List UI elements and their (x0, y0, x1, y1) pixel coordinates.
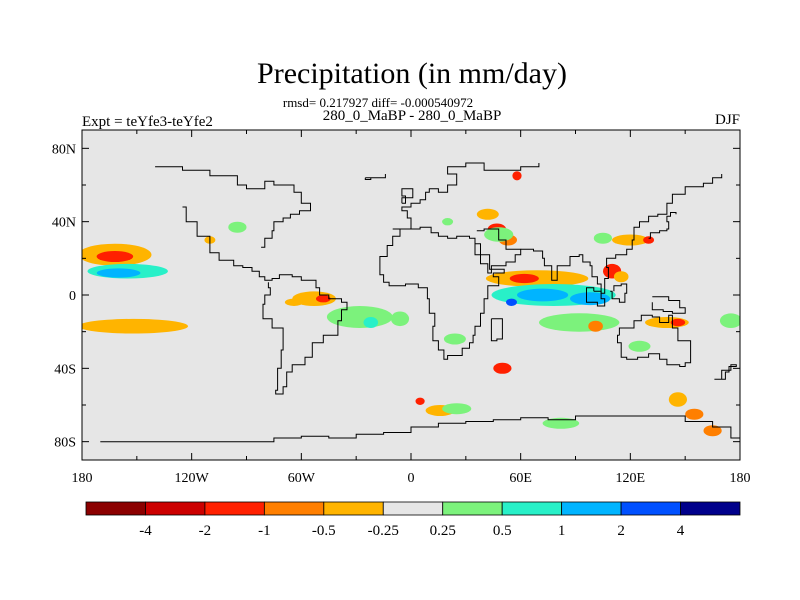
colorbar-label: -0.5 (312, 523, 336, 539)
anomaly-patch (668, 392, 688, 407)
stats-line: rmsd= 0.217927 diff= -0.000540972 (283, 95, 473, 110)
y-tick-label: 80S (54, 436, 76, 451)
anomaly-patch (476, 208, 499, 220)
anomaly-patch (593, 232, 613, 244)
anomaly-patch (542, 417, 580, 429)
y-tick-label: 80N (52, 142, 76, 157)
x-tick-label: 60W (288, 471, 316, 486)
anomaly-patch (613, 271, 629, 283)
coastlines (100, 162, 740, 443)
anomaly-patch (96, 251, 134, 262)
colorbar-label: 2 (617, 523, 625, 539)
coastline-segment (520, 174, 723, 294)
anomaly-patch (685, 408, 704, 420)
anomaly-patch (612, 234, 649, 246)
anomaly-patch (643, 236, 655, 244)
coastline-segment (610, 283, 628, 303)
anomaly-patch (493, 362, 512, 374)
coastline-segment (364, 174, 386, 180)
colorbar-swatch (680, 501, 741, 516)
anomaly-patch (326, 306, 393, 328)
coastline-segment (379, 226, 505, 360)
anomaly-patch (442, 218, 454, 226)
anomaly-patch (517, 288, 569, 302)
colorbar-swatch (561, 501, 622, 516)
anomaly-patch (539, 313, 620, 332)
colorbar-label: -1 (258, 523, 271, 539)
anomaly-patch (703, 425, 722, 437)
map-background (82, 130, 740, 460)
x-tick-label: 120W (175, 471, 210, 486)
anomaly-patch (570, 292, 611, 306)
y-tick-label: 40S (54, 362, 76, 377)
coastline-segment (490, 318, 503, 342)
coastline-segment (100, 415, 740, 443)
chart-subtitle: 280_0_MaBP - 280_0_MaBP (323, 108, 502, 124)
x-tick-label: 180 (72, 471, 93, 486)
colorbar-swatch (263, 501, 325, 516)
colorbar-swatch (204, 501, 265, 516)
colorbar-label: 1 (558, 523, 566, 539)
y-tick-label: 40N (52, 216, 76, 231)
anomaly-patch (228, 221, 247, 233)
x-tick-label: 120E (616, 471, 646, 486)
colorbar-label: -4 (139, 523, 152, 539)
coastline-segment (648, 212, 677, 239)
anomaly-patch (316, 295, 331, 303)
precipitation-field (82, 171, 740, 437)
anomaly-patch (443, 333, 466, 345)
x-tick-label: 0 (408, 471, 415, 486)
colorbar-swatch (442, 501, 503, 516)
anomaly-patch (442, 403, 472, 415)
season-label: DJF (715, 112, 740, 128)
colorbar-swatch (323, 501, 384, 516)
coastline-segment (714, 364, 737, 380)
anomaly-patch (390, 311, 410, 327)
anomaly-patch (509, 273, 539, 284)
anomaly-patch (415, 397, 425, 405)
coastline-segment (182, 206, 348, 395)
anomaly-patch (82, 318, 188, 334)
x-tick-label: 180 (730, 471, 751, 486)
coastline-segment (651, 296, 686, 314)
colorbar-label: 0.5 (493, 523, 512, 539)
anomaly-patch (506, 298, 517, 306)
anomaly-patch (628, 340, 651, 352)
colorbar-swatch (85, 501, 146, 516)
anomaly-patch (284, 298, 304, 306)
experiment-label: Expt = teYfe3-teYfe2 (82, 114, 213, 130)
anomaly-patch (96, 268, 141, 278)
anomaly-patch (719, 313, 740, 328)
coastline-segment (401, 188, 414, 204)
anomaly-patch (363, 317, 379, 328)
coastline-segment (474, 228, 522, 274)
chart-title: Precipitation (in mm/day) (257, 57, 567, 90)
anomaly-patch (670, 318, 686, 327)
coastline-segment (617, 314, 692, 367)
y-tick-label: 0 (69, 289, 76, 304)
colorbar-swatch (501, 501, 563, 516)
colorbar-label: -0.25 (368, 523, 399, 539)
axis-ticks: 180 120W 60W 0 60E 120E 180 80N 40N 0 40S 80S (52, 130, 751, 486)
colorbar-label: 4 (677, 523, 685, 539)
coastline-segment (155, 166, 311, 248)
colorbar-swatch (620, 501, 681, 516)
colorbar-label: 0.25 (430, 523, 456, 539)
colorbar: -4 -2 -1 -0.5 -0.25 0.25 0.5 1 2 4 (85, 501, 741, 539)
anomaly-patch (512, 171, 522, 181)
coastline-segment (586, 287, 606, 307)
coastline-segment (392, 162, 540, 230)
x-tick-label: 60E (509, 471, 532, 486)
colorbar-swatch (382, 501, 444, 516)
colorbar-label: -2 (199, 523, 212, 539)
colorbar-swatch (145, 501, 206, 516)
anomaly-patch (588, 320, 603, 332)
